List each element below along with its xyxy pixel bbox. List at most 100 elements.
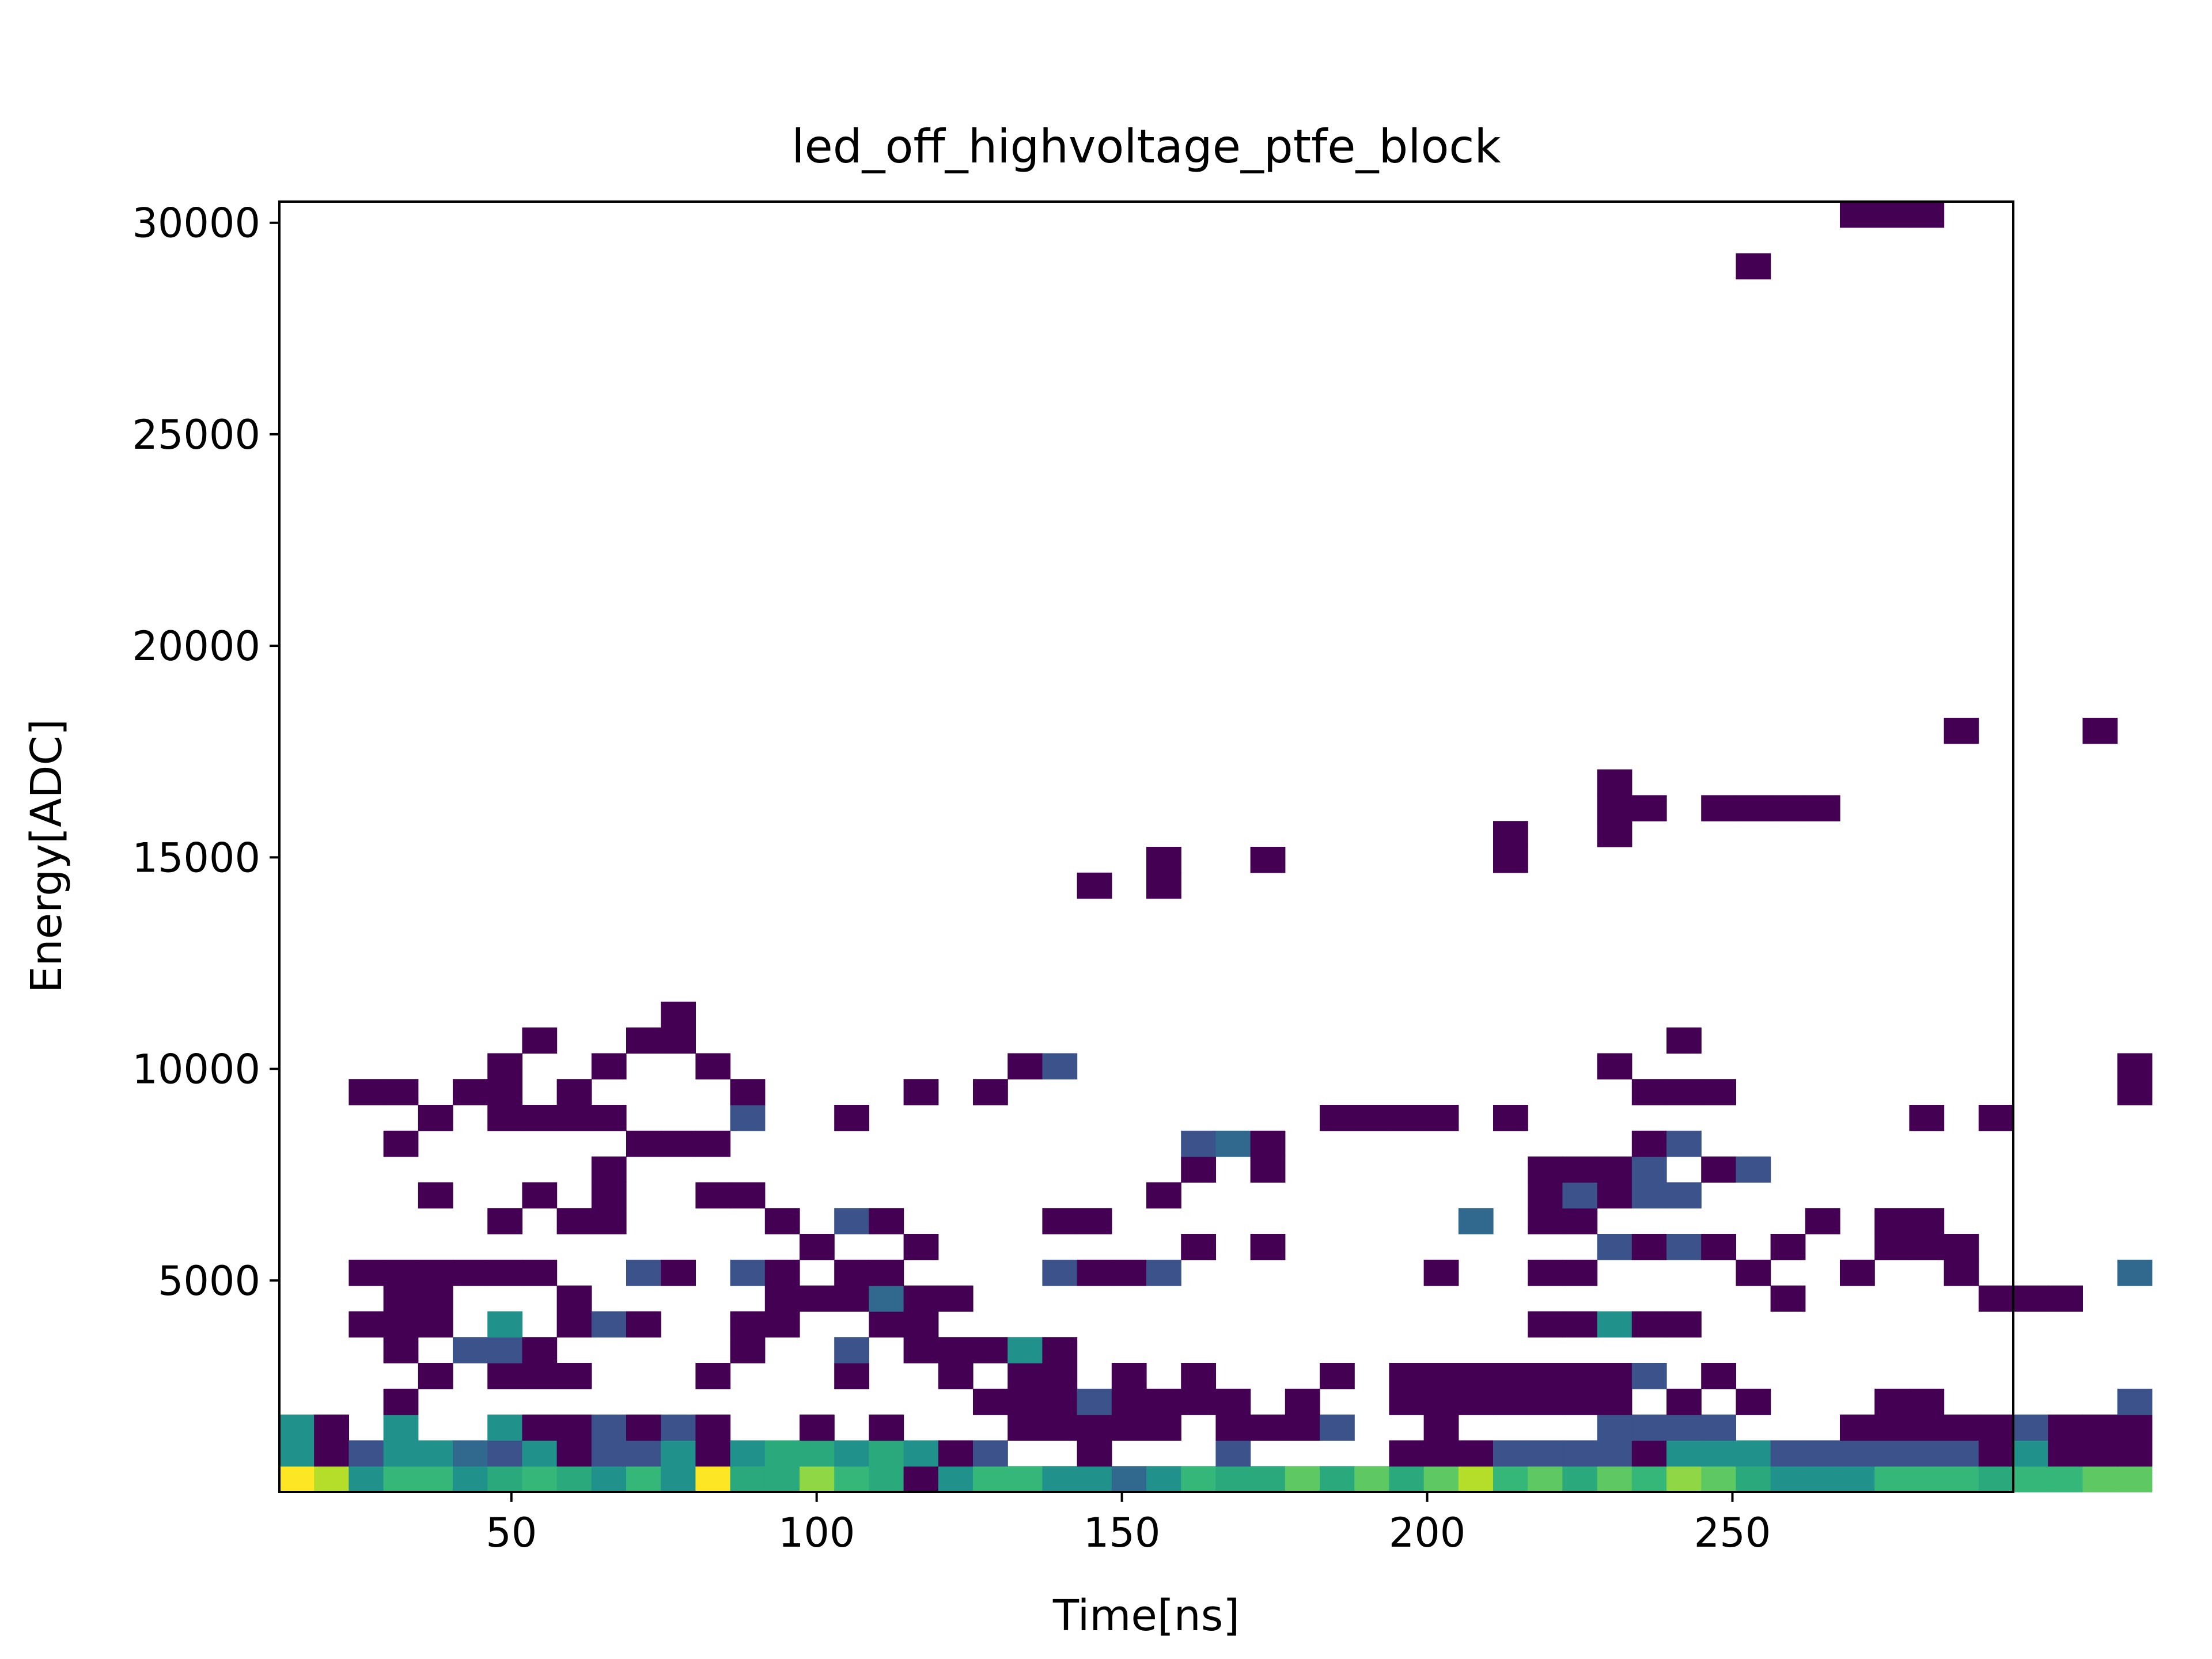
heatmap-cell xyxy=(591,1053,627,1080)
heatmap-cell xyxy=(2082,1440,2118,1467)
heatmap-cell xyxy=(1423,1466,1459,1493)
heatmap-cell xyxy=(869,1285,904,1312)
heatmap-cell xyxy=(834,1105,869,1131)
heatmap-cell xyxy=(522,1363,558,1389)
heatmap-cell xyxy=(1493,1466,1528,1493)
heatmap-cell xyxy=(1528,1440,1563,1467)
heatmap-cell xyxy=(1562,1311,1598,1338)
heatmap-cell xyxy=(522,1466,558,1493)
heatmap-cell xyxy=(1666,1079,1702,1105)
heatmap-cell xyxy=(556,1414,592,1441)
heatmap-cell xyxy=(1944,718,1979,744)
heatmap-cell xyxy=(1597,1156,1633,1183)
heatmap-cell xyxy=(1978,1105,2014,1131)
heatmap-cell xyxy=(973,1337,1008,1363)
heatmap-cell xyxy=(800,1234,835,1260)
x-tick-label: 50 xyxy=(486,1509,537,1556)
heatmap-cell xyxy=(869,1414,904,1441)
heatmap-cell xyxy=(383,1414,419,1441)
heatmap-cell xyxy=(2117,1414,2153,1441)
heatmap-cell xyxy=(1631,1130,1667,1157)
heatmap-cell xyxy=(695,1466,731,1493)
heatmap-cell xyxy=(1354,1466,1389,1493)
heatmap-cell xyxy=(1077,872,1112,899)
heatmap-cell xyxy=(834,1337,869,1363)
heatmap-cell xyxy=(591,1182,627,1209)
heatmap-cell xyxy=(1666,1130,1702,1157)
heatmap-cell xyxy=(1562,1259,1598,1286)
heatmap-cell xyxy=(487,1053,522,1080)
heatmap-cell xyxy=(1250,847,1286,873)
heatmap-cell xyxy=(730,1311,766,1338)
heatmap-cell xyxy=(834,1259,869,1286)
y-tick-label: 15000 xyxy=(132,834,260,881)
heatmap-cell xyxy=(1597,821,1633,847)
heatmap-cell xyxy=(556,1079,592,1105)
heatmap-cell xyxy=(1597,1440,1633,1467)
heatmap-cell xyxy=(453,1259,488,1286)
y-tick-label: 5000 xyxy=(158,1257,260,1305)
heatmap-cell xyxy=(1631,1440,1667,1467)
heatmap-cell xyxy=(626,1440,661,1467)
heatmap-cell xyxy=(1493,1388,1528,1415)
heatmap-cell xyxy=(626,1130,661,1157)
heatmap-cell xyxy=(1909,1234,1945,1260)
heatmap-cell xyxy=(418,1182,453,1209)
heatmap-cell xyxy=(2082,1466,2118,1493)
heatmap-cell xyxy=(453,1079,488,1105)
heatmap-cell xyxy=(903,1311,939,1338)
heatmap-cell xyxy=(1666,1388,1702,1415)
heatmap-cell xyxy=(730,1105,766,1131)
heatmap-cell xyxy=(2082,1414,2118,1441)
heatmap-cell xyxy=(556,1285,592,1312)
heatmap-cell xyxy=(487,1311,522,1338)
heatmap-cell xyxy=(591,1105,627,1131)
heatmap-cell xyxy=(314,1466,349,1493)
heatmap-cell xyxy=(1597,1363,1633,1389)
heatmap-cell xyxy=(1701,795,1736,821)
heatmap-cell xyxy=(1597,1388,1633,1415)
heatmap-cell xyxy=(834,1466,869,1493)
heatmap-cell xyxy=(1562,1156,1598,1183)
heatmap-cell xyxy=(1874,1208,1910,1234)
heatmap-cell xyxy=(1736,253,1771,279)
heatmap-cell xyxy=(1944,1259,1979,1286)
heatmap-cell xyxy=(1840,1440,1875,1467)
heatmap-cell xyxy=(1146,1259,1181,1286)
heatmap-cell xyxy=(1666,1466,1702,1493)
heatmap-cell xyxy=(903,1337,939,1363)
heatmap-cell xyxy=(1320,1414,1355,1441)
heatmap-cell xyxy=(1840,1259,1875,1286)
heatmap-cell xyxy=(1423,1363,1459,1389)
heatmap-cell xyxy=(1874,1234,1910,1260)
heatmap-cell xyxy=(730,1466,766,1493)
heatmap-cell xyxy=(1423,1259,1459,1286)
heatmap-cell xyxy=(1978,1285,2014,1312)
heatmap-cell xyxy=(591,1440,627,1467)
heatmap-cell xyxy=(522,1259,558,1286)
y-axis: 5000 10000 15000 20000 25000 30000 xyxy=(132,200,279,1305)
heatmap-cell xyxy=(1007,1363,1043,1389)
heatmap-cell xyxy=(1840,202,1875,228)
heatmap-cell xyxy=(487,1414,522,1441)
heatmap-cell xyxy=(1528,1208,1563,1234)
heatmap-cell xyxy=(1770,1466,1806,1493)
heatmap-cell xyxy=(556,1311,592,1338)
x-axis-label: Time[ns] xyxy=(1052,1591,1240,1641)
heatmap-cell xyxy=(1666,1182,1702,1209)
heatmap-cell xyxy=(1285,1388,1320,1415)
heatmap-cell xyxy=(383,1388,419,1415)
heatmap-cell xyxy=(591,1156,627,1183)
heatmap-cell xyxy=(764,1311,800,1338)
heatmap-cell xyxy=(556,1466,592,1493)
heatmap-cell xyxy=(487,1105,522,1131)
y-tick-label: 20000 xyxy=(132,623,260,670)
heatmap-cell xyxy=(1077,1208,1112,1234)
heatmap-cell xyxy=(1181,1363,1216,1389)
heatmap-cell xyxy=(2117,1440,2153,1467)
heatmap-cell xyxy=(1978,1440,2014,1467)
heatmap-cell xyxy=(1631,1234,1667,1260)
heatmap-cell xyxy=(1631,1363,1667,1389)
x-axis: 50 100 150 200 250 xyxy=(486,1492,1771,1556)
